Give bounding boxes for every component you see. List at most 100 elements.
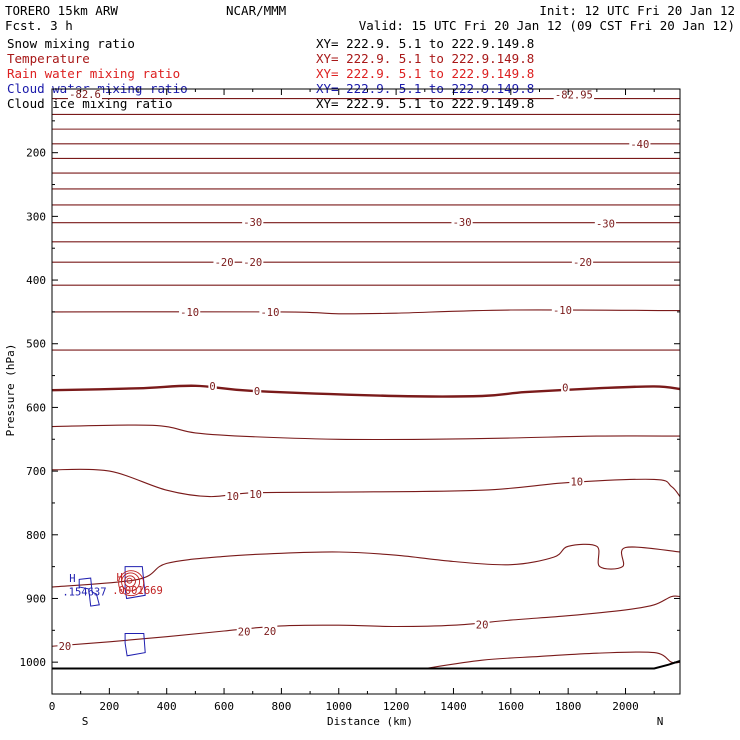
center-name: NCAR/MMM xyxy=(226,3,286,18)
contour-label-bg xyxy=(242,216,264,229)
x-tick-label: 400 xyxy=(157,700,177,713)
x-tick-label: 2000 xyxy=(612,700,639,713)
rain-water-contour xyxy=(121,572,141,592)
x-tick-label: 800 xyxy=(271,700,291,713)
contour-label: 10 xyxy=(226,491,239,503)
contour-label-bg xyxy=(67,88,102,101)
x-tick-label: 200 xyxy=(99,700,119,713)
contour-label: -30 xyxy=(453,217,472,229)
model-title: TORERO 15km ARW xyxy=(5,3,118,18)
cloud-water-contour xyxy=(124,633,146,657)
contour-label-bg xyxy=(179,305,201,318)
y-tick-label: 300 xyxy=(26,210,46,223)
contour-label-bg xyxy=(629,137,651,150)
contour-label-bg xyxy=(569,475,585,488)
contour-label-bg xyxy=(213,256,235,269)
contour-label: 20 xyxy=(476,620,489,632)
contour-label-bg xyxy=(571,256,594,269)
contour-label: 20 xyxy=(264,626,277,638)
cloud-water-contour xyxy=(124,566,146,600)
y-tick-label: 700 xyxy=(26,465,46,478)
contour-label: -30 xyxy=(243,217,262,229)
y-tick-label: 900 xyxy=(26,592,46,605)
field-name: Snow mixing ratio xyxy=(7,36,135,51)
contour-label-bg xyxy=(474,618,490,631)
field-name: Cloud ice mixing ratio xyxy=(7,96,173,111)
contour-label: -20 xyxy=(243,257,262,269)
forecast-hour: Fcst. 3 h xyxy=(5,18,73,33)
contour-label-bg xyxy=(252,384,262,397)
contour-label-bg xyxy=(561,381,570,394)
x-tick-label: 1600 xyxy=(498,700,525,713)
temperature-contour xyxy=(51,384,681,398)
south-endpoint-label: S xyxy=(82,715,89,728)
contour-label: 0 xyxy=(254,386,260,398)
x-tick-label: 1400 xyxy=(440,700,467,713)
field-xy-range: XY= 222.9. 5.1 to 222.9.149.8 xyxy=(316,66,534,81)
field-xy-range: XY= 222.9. 5.1 to 222.9.149.8 xyxy=(316,51,534,66)
y-tick-label: 200 xyxy=(26,147,46,160)
y-tick-label: 1000 xyxy=(20,656,47,669)
contour-label-bg xyxy=(553,88,595,101)
contour-label-bg xyxy=(451,216,473,229)
contour-label: 0 xyxy=(209,381,215,393)
field-xy-range: XY= 222.9. 5.1 to 222.9.149.8 xyxy=(316,36,534,51)
contour-label-bg xyxy=(208,379,217,392)
contour-label: -82.6 xyxy=(69,89,101,101)
temperature-contour xyxy=(51,424,681,441)
y-tick-label: 800 xyxy=(26,529,46,542)
contour-label-bg xyxy=(225,489,241,502)
contour-label: -20 xyxy=(215,257,234,269)
rain-max-label: H xyxy=(117,572,123,584)
rain-water-contour xyxy=(118,570,145,597)
y-tick-label: 500 xyxy=(26,338,46,351)
field-xy-range: XY= 222.9. 5.1 to 222.9.149.8 xyxy=(316,96,534,111)
contour-label: 0 xyxy=(562,383,568,395)
cloud_water-max-label: H xyxy=(69,573,75,585)
temperature-contour xyxy=(51,309,681,315)
cloud_water-max-label: .154637 xyxy=(62,586,106,598)
contour-label-bg xyxy=(551,303,574,316)
contour-label: -82.95 xyxy=(555,90,593,102)
x-tick-label: 0 xyxy=(49,700,56,713)
valid-time: Valid: 15 UTC Fri 20 Jan 12 (09 CST Fri … xyxy=(359,18,735,33)
contour-label-bg xyxy=(248,488,263,501)
north-endpoint-label: N xyxy=(657,715,664,728)
contour-label-bg xyxy=(262,624,278,637)
x-tick-label: 1000 xyxy=(326,700,353,713)
contour-label: -10 xyxy=(180,307,199,319)
contour-label-bg xyxy=(242,256,264,269)
contour-label: 20 xyxy=(238,627,251,639)
init-time: Init: 12 UTC Fri 20 Jan 12 xyxy=(539,3,735,18)
field-name: Temperature xyxy=(7,51,90,66)
contour-label: 10 xyxy=(249,489,262,501)
ground-surface-line xyxy=(52,659,681,670)
contour-label-bg xyxy=(236,625,252,638)
temperature-contour xyxy=(51,595,681,647)
contour-label: -10 xyxy=(553,305,572,317)
temperature-contour xyxy=(51,543,681,588)
y-tick-label: 400 xyxy=(26,274,46,287)
rain-water-contour xyxy=(126,577,133,584)
cloud-water-contour xyxy=(78,577,100,607)
x-tick-label: 600 xyxy=(214,700,234,713)
contour-label: -10 xyxy=(260,307,279,319)
contour-label-bg xyxy=(57,640,73,653)
contour-label-bg xyxy=(594,217,617,230)
rain-water-contour xyxy=(124,575,136,588)
contour-label: -30 xyxy=(596,218,615,230)
x-axis-label: Distance (km) xyxy=(327,715,413,728)
contour-label: -40 xyxy=(630,139,649,151)
y-axis-label: Pressure (hPa) xyxy=(4,344,17,437)
temperature-contour xyxy=(51,468,681,498)
x-tick-label: 1200 xyxy=(383,700,410,713)
contour-label-bg xyxy=(259,305,281,318)
field-name: Rain water mixing ratio xyxy=(7,66,180,81)
x-tick-label: 1800 xyxy=(555,700,582,713)
contour-label: 20 xyxy=(59,641,72,653)
plot-frame xyxy=(51,88,681,695)
rain-max-label: .0001669 xyxy=(112,585,163,597)
temperature-contour xyxy=(424,651,681,670)
y-tick-label: 600 xyxy=(26,401,46,414)
contour-label: 10 xyxy=(570,476,583,488)
